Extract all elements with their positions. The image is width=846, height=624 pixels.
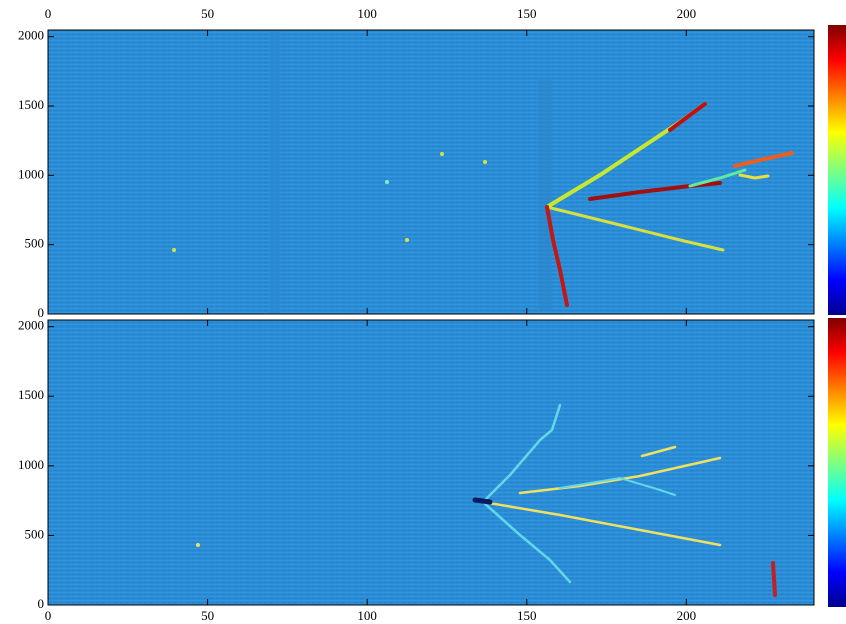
track [738, 173, 770, 180]
y-tick-label: 500 [25, 526, 45, 541]
track [472, 497, 493, 505]
track [545, 205, 725, 252]
track [481, 403, 562, 504]
track [559, 476, 676, 496]
plot-area [48, 320, 814, 605]
y-tick-label: 1500 [18, 97, 44, 112]
x-tick-label: 0 [45, 6, 52, 21]
track [668, 102, 707, 132]
colorbar [828, 25, 846, 315]
track [481, 500, 572, 584]
x-tick-label: 100 [357, 6, 377, 21]
y-tick-label: 0 [38, 305, 45, 320]
track [688, 168, 747, 188]
tracks-top [172, 102, 794, 307]
hit [483, 160, 487, 164]
y-tick-label: 500 [25, 236, 45, 251]
hit [405, 238, 409, 242]
track [545, 205, 569, 307]
hit [385, 180, 389, 184]
y-tick-label: 0 [38, 596, 45, 611]
track [771, 561, 777, 597]
x-tick-label: 150 [517, 608, 537, 623]
y-tick-label: 1000 [18, 166, 44, 181]
hit [172, 248, 176, 252]
track [518, 456, 722, 495]
track [588, 181, 722, 201]
noise-band [538, 80, 552, 310]
dead-wire [270, 30, 280, 314]
x-tick-label: 200 [677, 608, 697, 623]
y-tick-label: 1500 [18, 387, 44, 402]
x-tick-label: 150 [517, 6, 537, 21]
x-tick-label: 50 [201, 608, 214, 623]
y-tick-label: 1000 [18, 457, 44, 472]
y-tick-label: 2000 [18, 28, 44, 43]
plot-frame [47, 319, 815, 606]
x-tick-label: 100 [357, 608, 377, 623]
hit [196, 543, 200, 547]
track [733, 151, 794, 168]
colorbar [828, 318, 846, 607]
hit [440, 152, 444, 156]
track [640, 445, 677, 458]
plot-frame [47, 29, 815, 315]
track [481, 500, 722, 547]
x-tick-label: 200 [677, 6, 697, 21]
x-tick-label: 0 [45, 608, 52, 623]
x-tick-label: 50 [201, 6, 214, 21]
y-tick-label: 2000 [18, 318, 44, 333]
tracks-bottom [196, 403, 777, 597]
plot-area [48, 30, 814, 314]
